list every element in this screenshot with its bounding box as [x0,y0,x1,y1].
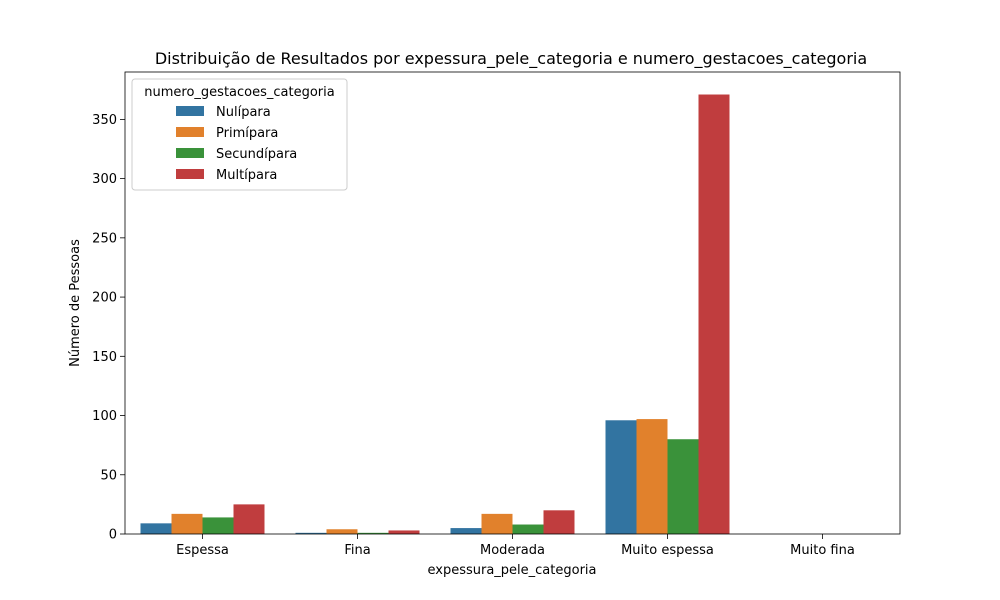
chart-title: Distribuição de Resultados por expessura… [155,49,867,69]
x-tick-label: Muito fina [790,543,855,558]
bar-Nulípara-Muito espessa [605,420,637,534]
bar-Multípara-Espessa [233,504,265,534]
bar-Multípara-Moderada [543,510,575,534]
legend-label-Nulípara: Nulípara [216,105,271,120]
x-tick-label: Moderada [480,543,545,558]
legend-swatch-Multípara [176,169,204,179]
y-tick-label: 300 [92,172,117,187]
y-tick-label: 350 [92,113,117,128]
y-axis-label: Número de Pessoas [68,239,83,367]
legend-swatch-Secundípara [176,148,204,158]
x-tick-label: Espessa [176,543,229,558]
axes-layer: 0 50 100 150 200 250 300 350 Espessa Fina Moderada… [92,71,901,558]
legend-title: numero_gestacoes_categoria [144,85,334,100]
bar-Nulípara-Fina [295,532,327,534]
bar-Secundípara-Moderada [512,524,544,534]
legend-swatch-Primípara [176,127,204,137]
bar-Primípara-Moderada [481,513,513,534]
y-tick-label: 0 [109,528,117,543]
x-axis-label: expessura_pele_categoria [427,563,596,578]
y-tick-label: 100 [92,409,117,424]
bar-Nulípara-Espessa [140,523,172,534]
bar-Primípara-Muito espessa [636,419,668,534]
y-tick-label: 200 [92,291,117,306]
x-tick-label: Fina [344,543,370,558]
y-tick-label: 250 [92,231,117,246]
bar-Multípara-Muito espessa [698,94,730,534]
bars-layer [140,94,730,534]
bar-Secundípara-Muito espessa [667,439,699,534]
bar-Primípara-Espessa [171,513,203,534]
bar-Multípara-Fina [388,530,420,534]
legend-label-Multípara: Multípara [216,168,277,183]
legend-label-Secundípara: Secundípara [216,147,297,162]
bar-Secundípara-Fina [357,532,389,534]
x-tick-label: Muito espessa [621,543,714,558]
y-tick-label: 50 [100,468,117,483]
legend-label-Primípara: Primípara [216,126,278,141]
legend: numero_gestacoes_categoria Nulípara Primíp… [131,78,348,191]
legend-swatch-Nulípara [176,106,204,116]
bar-Secundípara-Espessa [202,517,234,534]
y-tick-label: 150 [92,350,117,365]
bar-Primípara-Fina [326,529,358,534]
bar-Nulípara-Moderada [450,528,482,534]
